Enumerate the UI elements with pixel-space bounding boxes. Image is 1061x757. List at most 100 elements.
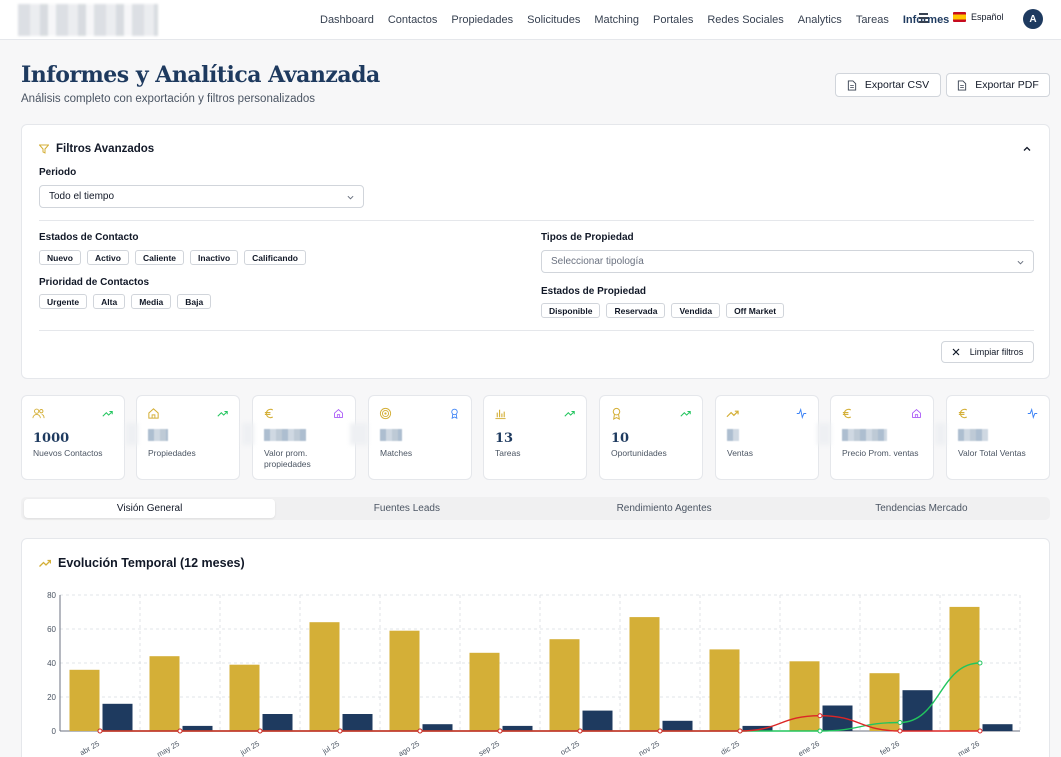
chevron-down-icon <box>1017 260 1024 265</box>
bar-series-0-nov-25 <box>629 617 660 731</box>
bar-series-0-mar-26 <box>949 606 980 731</box>
contact-priority-chips: Urgente Alta Media Baja <box>39 294 212 309</box>
redacted-area <box>242 423 254 445</box>
kpi-card-matches: Matches <box>368 395 472 480</box>
euro-icon <box>263 407 276 420</box>
kpi-label: Oportunidades <box>611 448 667 458</box>
priority-chip-baja[interactable]: Baja <box>177 294 212 309</box>
nav-link-tareas[interactable]: Tareas <box>855 14 889 26</box>
period-select[interactable]: Todo el tiempo <box>39 185 364 208</box>
nav-link-dashboard[interactable]: Dashboard <box>320 14 374 26</box>
award-icon <box>449 408 460 420</box>
tab-fuentes-leads[interactable]: Fuentes Leads <box>373 503 440 514</box>
line-point-3-11 <box>977 728 983 734</box>
x-tick-label: feb 26 <box>878 739 901 757</box>
nav-link-portales[interactable]: Portales <box>652 14 694 26</box>
kpi-value-redacted <box>727 429 739 441</box>
property-state-chip-off-market[interactable]: Off Market <box>726 303 785 318</box>
period-value: Todo el tiempo <box>49 191 115 202</box>
kpi-value: 13 <box>495 431 514 446</box>
kpi-card-oportunidades: 10 Oportunidades <box>599 395 703 480</box>
file-icon <box>958 79 967 91</box>
chevron-up-icon[interactable] <box>1023 145 1031 153</box>
redacted-area <box>935 423 946 445</box>
export-csv-label: Exportar CSV <box>864 79 930 91</box>
line-series-3 <box>99 714 980 732</box>
contact-state-chip-nuevo[interactable]: Nuevo <box>39 250 81 265</box>
chart-title-label: Evolución Temporal (12 meses) <box>58 556 245 570</box>
chart-card: Evolución Temporal (12 meses) 0 20 40 60 80 a… <box>21 538 1050 757</box>
page-subtitle: Análisis completo con exportación y filt… <box>21 93 316 105</box>
y-tick-label: 80 <box>47 591 56 600</box>
x-tick-label: jul 25 <box>320 739 341 756</box>
kpi-card-valor-prom-propiedades: Valor prom. propiedades <box>252 395 356 480</box>
redacted-area <box>350 423 368 445</box>
euro-icon <box>957 407 970 420</box>
nav-link-contactos[interactable]: Contactos <box>387 14 438 26</box>
property-types-select[interactable]: Seleccionar tipología <box>541 250 1034 273</box>
nav-link-analytics[interactable]: Analytics <box>797 14 842 26</box>
nav-links: Dashboard Contactos Propiedades Solicitudes… <box>320 0 949 40</box>
export-csv-button[interactable]: Exportar CSV <box>835 73 941 97</box>
kpi-card-precio-prom-ventas: Precio Prom. ventas <box>830 395 934 480</box>
chart-title: Evolución Temporal (12 meses) <box>39 556 245 570</box>
trending-up-icon <box>217 408 228 419</box>
activity-icon <box>1027 407 1038 420</box>
top-navigation: Dashboard Contactos Propiedades Solicitudes… <box>0 0 1061 40</box>
nav-link-redes-sociales[interactable]: Redes Sociales <box>707 14 784 26</box>
nav-link-solicitudes[interactable]: Solicitudes <box>527 14 581 26</box>
activity-icon <box>796 407 807 420</box>
logo[interactable] <box>18 4 158 36</box>
line-point-2-11 <box>977 660 983 666</box>
evolution-chart: 0 20 40 60 80 abr 25 may 25 jun 25 jul 25 ago 25 s… <box>47 591 1021 757</box>
x-tick-label: abr 25 <box>78 739 101 757</box>
menu-icon[interactable] <box>919 13 929 23</box>
bar-chart-icon <box>494 407 507 420</box>
language-selector[interactable]: Español <box>953 12 1004 22</box>
award-icon <box>610 407 623 421</box>
x-tick-label: ene 26 <box>797 739 821 757</box>
nav-link-informes[interactable]: Informes <box>902 14 950 26</box>
contact-state-chip-calificando[interactable]: Calificando <box>244 250 306 265</box>
tab-rendimiento-agentes[interactable]: Rendimiento Agentes <box>616 503 712 514</box>
tabs: Visión General Fuentes Leads Rendimiento A… <box>21 497 1050 520</box>
kpi-value: 1000 <box>33 431 70 446</box>
export-pdf-button[interactable]: Exportar PDF <box>946 73 1050 97</box>
filters-card: Filtros Avanzados Periodo Todo el tiempo… <box>21 124 1050 379</box>
kpi-label: Tareas <box>495 448 521 458</box>
filters-title[interactable]: Filtros Avanzados <box>39 143 154 155</box>
users-icon <box>32 407 45 420</box>
tab-visión-general[interactable]: Visión General <box>24 499 276 518</box>
redacted-area <box>817 423 831 445</box>
bar-series-0-feb-26 <box>869 673 900 731</box>
tab-tendencias-mercado[interactable]: Tendencias Mercado <box>875 503 968 514</box>
bar-series-1-may-25 <box>182 725 213 731</box>
avatar[interactable]: A <box>1023 9 1043 29</box>
kpi-label: Ventas <box>727 448 753 458</box>
property-state-chip-reservada[interactable]: Reservada <box>606 303 666 318</box>
contact-state-chip-activo[interactable]: Activo <box>86 250 129 265</box>
priority-chip-urgente[interactable]: Urgente <box>39 294 88 309</box>
property-state-chip-vendida[interactable]: Vendida <box>671 303 721 318</box>
bar-series-1-oct-25 <box>582 710 613 731</box>
priority-chip-alta[interactable]: Alta <box>93 294 126 309</box>
nav-link-propiedades[interactable]: Propiedades <box>451 14 514 26</box>
property-state-chip-disponible[interactable]: Disponible <box>541 303 601 318</box>
priority-chip-media[interactable]: Media <box>131 294 172 309</box>
property-states-chips: Disponible Reservada Vendida Off Market <box>541 303 785 318</box>
bar-series-1-jun-25 <box>262 714 293 731</box>
clear-filters-button[interactable]: Limpiar filtros <box>941 341 1034 363</box>
contact-state-chip-caliente[interactable]: Caliente <box>134 250 185 265</box>
contact-state-chip-inactivo[interactable]: Inactivo <box>190 250 239 265</box>
bar-series-1-ene-26 <box>822 705 853 731</box>
line-point-3-3 <box>337 728 343 734</box>
filter-icon <box>39 144 49 154</box>
nav-link-matching[interactable]: Matching <box>594 14 639 26</box>
kpi-value-redacted <box>380 429 402 441</box>
kpi-label: Valor Total Ventas <box>958 448 1026 458</box>
x-tick-label: dic 25 <box>719 739 741 757</box>
close-icon <box>952 348 960 356</box>
clear-filters-label: Limpiar filtros <box>969 347 1024 357</box>
bar-series-1-jul-25 <box>342 714 373 731</box>
bar-series-0-jun-25 <box>229 664 260 731</box>
